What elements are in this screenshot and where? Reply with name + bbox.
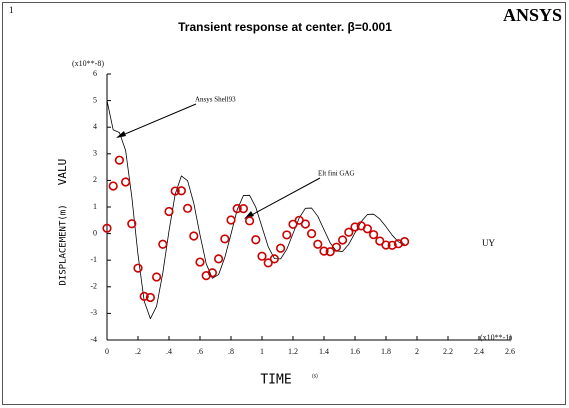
data-point xyxy=(176,186,186,196)
data-point xyxy=(350,222,360,232)
data-point xyxy=(263,258,273,268)
x-tick-label: 1 xyxy=(260,347,264,356)
data-point xyxy=(238,203,248,214)
x-tick-label: 1.4 xyxy=(319,347,329,356)
data-point xyxy=(276,243,286,253)
x-tick-label: .4 xyxy=(166,347,172,356)
data-point xyxy=(331,242,342,252)
y-tick-label: 4 xyxy=(93,122,97,131)
x-tick-label: 2.2 xyxy=(443,347,453,356)
data-point xyxy=(319,246,329,256)
y-tick-label: 2 xyxy=(93,175,97,184)
y-tick-label: -4 xyxy=(90,335,97,344)
y-tick-label: 3 xyxy=(93,149,97,158)
data-point xyxy=(381,240,391,250)
data-point xyxy=(102,223,112,233)
data-point xyxy=(214,254,224,264)
data-point xyxy=(183,203,193,213)
data-point xyxy=(127,219,137,229)
x-tick-label: .8 xyxy=(228,347,234,356)
data-point xyxy=(139,291,149,301)
data-point xyxy=(375,236,385,246)
x-axis-label: TIME xyxy=(260,373,291,388)
data-point xyxy=(108,181,118,191)
data-point xyxy=(400,236,410,247)
data-point xyxy=(189,231,199,241)
data-point xyxy=(307,229,317,239)
frame-number: 1 xyxy=(9,5,14,15)
annotation: Elt fini GAG xyxy=(318,170,355,178)
logo: ANSYS xyxy=(503,5,562,25)
data-line xyxy=(106,100,405,320)
x-tick-label: 1.2 xyxy=(288,347,298,356)
y-tick-label: 0 xyxy=(93,228,97,237)
data-point xyxy=(251,235,261,245)
data-point xyxy=(362,224,373,234)
data-point xyxy=(338,235,348,245)
data-point xyxy=(313,239,323,249)
data-point xyxy=(369,230,379,240)
x-tick-label: 2.4 xyxy=(474,347,484,356)
data-point xyxy=(158,239,168,249)
y-tick-label: -3 xyxy=(90,308,97,317)
x-tick-label: .6 xyxy=(197,347,203,356)
variable-label: UY xyxy=(482,238,495,248)
x-tick-label: 0 xyxy=(105,347,109,356)
y-multiplier: (x10**-8) xyxy=(72,59,104,68)
data-point xyxy=(232,203,242,214)
data-point xyxy=(344,227,354,237)
data-point xyxy=(164,206,174,217)
data-point xyxy=(288,219,298,229)
x-tick-label: .2 xyxy=(135,347,141,356)
data-point xyxy=(325,247,335,257)
data-point xyxy=(220,234,230,244)
y-axis-label: DISPLACEMENT(m) xyxy=(59,204,69,285)
data-point xyxy=(257,251,267,261)
data-point xyxy=(195,257,205,267)
data-point xyxy=(245,216,255,226)
data-point xyxy=(145,292,155,303)
data-point xyxy=(207,268,217,278)
data-point xyxy=(387,240,397,250)
frame xyxy=(2,2,566,405)
y-axis-label-2: VALU xyxy=(56,159,69,186)
y-tick-label: -1 xyxy=(90,255,97,264)
x-tick-label: 1.8 xyxy=(381,347,391,356)
x-axis-unit: (s) xyxy=(312,373,318,379)
data-point xyxy=(226,215,236,225)
chart-title: Transient response at center. β=0.001 xyxy=(178,20,392,34)
data-point xyxy=(269,254,280,264)
y-tick-label: 1 xyxy=(93,202,97,211)
data-point xyxy=(300,219,311,229)
data-point xyxy=(282,230,292,240)
data-point xyxy=(114,155,124,165)
x-tick-label: 2 xyxy=(415,347,419,356)
annotation-arrow xyxy=(117,103,197,138)
data-point xyxy=(133,263,143,273)
y-tick-label: 5 xyxy=(93,95,97,104)
annotation: Ansys Shell93 xyxy=(195,96,236,104)
annotation-arrow xyxy=(245,177,321,219)
x-tick-label: 2.6 xyxy=(505,347,515,356)
data-point xyxy=(170,186,180,196)
data-point xyxy=(120,177,131,187)
data-point xyxy=(152,272,162,282)
y-tick-label: 6 xyxy=(93,69,97,78)
x-multiplier: (x10**-1) xyxy=(480,333,512,342)
arrow-head xyxy=(244,211,254,219)
y-tick-label: -2 xyxy=(90,282,97,291)
x-tick-label: 1.6 xyxy=(350,347,360,356)
arrow-head xyxy=(116,131,126,138)
